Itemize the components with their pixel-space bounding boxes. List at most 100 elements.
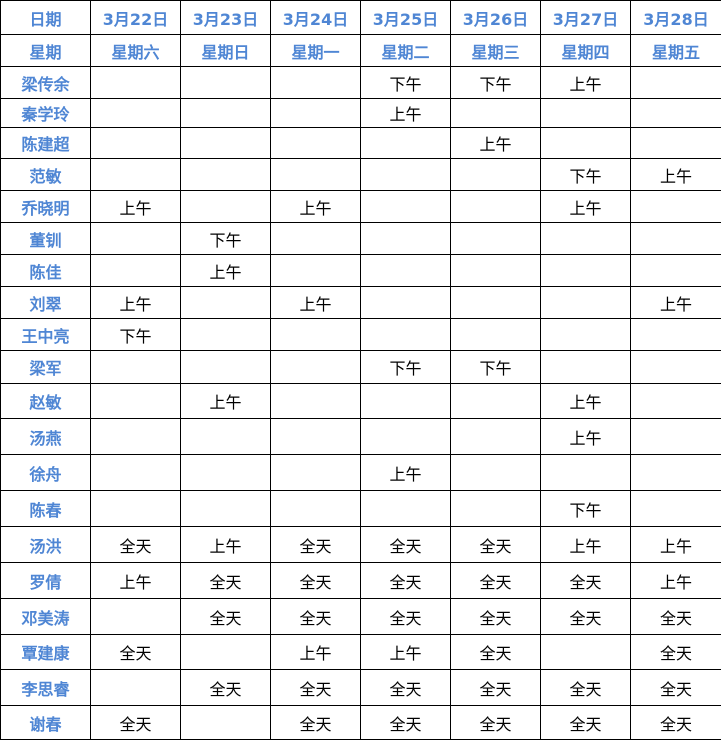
shift-cell: 上午 (181, 255, 271, 287)
shift-cell: 下午 (541, 491, 631, 527)
shift-cell (361, 419, 451, 455)
shift-cell (181, 491, 271, 527)
shift-cell (181, 67, 271, 99)
shift-cell (91, 384, 181, 419)
shift-cell (181, 319, 271, 351)
person-name: 梁军 (1, 351, 91, 384)
table-row: 陈建超上午 (1, 128, 721, 159)
shift-cell: 上午 (631, 159, 721, 191)
shift-cell: 全天 (541, 706, 631, 740)
shift-cell (361, 384, 451, 419)
shift-cell (271, 319, 361, 351)
date-header: 3月25日 (361, 1, 451, 35)
table-row: 秦学玲上午 (1, 99, 721, 128)
shift-cell (361, 159, 451, 191)
person-name: 徐舟 (1, 455, 91, 491)
shift-cell: 全天 (271, 670, 361, 706)
shift-cell: 上午 (541, 191, 631, 223)
person-name: 谢春 (1, 706, 91, 740)
weekday-label: 星期 (1, 35, 91, 67)
shift-cell (91, 128, 181, 159)
person-name: 陈佳 (1, 255, 91, 287)
shift-cell (271, 351, 361, 384)
table-row: 梁军下午下午 (1, 351, 721, 384)
weekday-header: 星期一 (271, 35, 361, 67)
shift-cell (181, 706, 271, 740)
shift-cell (271, 223, 361, 255)
shift-cell (451, 287, 541, 319)
person-name: 陈春 (1, 491, 91, 527)
shift-cell (91, 599, 181, 635)
shift-cell (91, 491, 181, 527)
date-header: 3月27日 (541, 1, 631, 35)
person-name: 汤洪 (1, 527, 91, 563)
shift-cell: 下午 (361, 67, 451, 99)
shift-cell: 全天 (631, 706, 721, 740)
shift-cell: 上午 (271, 635, 361, 670)
shift-cell (541, 287, 631, 319)
shift-cell (631, 351, 721, 384)
shift-cell: 全天 (361, 527, 451, 563)
shift-cell (451, 419, 541, 455)
shift-cell: 下午 (451, 351, 541, 384)
person-name: 邓美涛 (1, 599, 91, 635)
shift-cell: 全天 (451, 635, 541, 670)
shift-cell (271, 67, 361, 99)
person-name: 刘翠 (1, 287, 91, 319)
date-header: 3月24日 (271, 1, 361, 35)
table-row: 陈佳 上午 (1, 255, 721, 287)
table-row: 徐舟 上午 (1, 455, 721, 491)
shift-cell (91, 159, 181, 191)
person-name: 乔晓明 (1, 191, 91, 223)
shift-cell: 上午 (361, 455, 451, 491)
shift-cell (361, 255, 451, 287)
table-row: 汤洪全天上午全天全天全天上午上午 (1, 527, 721, 563)
shift-cell (631, 255, 721, 287)
table-row: 邓美涛全天全天全天全天全天全天 (1, 599, 721, 635)
weekday-header: 星期二 (361, 35, 451, 67)
shift-cell (451, 159, 541, 191)
shift-cell (271, 455, 361, 491)
date-header: 3月22日 (91, 1, 181, 35)
shift-cell (451, 455, 541, 491)
date-header: 3月23日 (181, 1, 271, 35)
person-name: 梁传余 (1, 67, 91, 99)
shift-cell: 下午 (91, 319, 181, 351)
shift-cell (181, 159, 271, 191)
shift-cell (361, 191, 451, 223)
person-name: 王中亮 (1, 319, 91, 351)
shift-cell: 全天 (91, 527, 181, 563)
shift-cell: 上午 (91, 191, 181, 223)
table-row: 汤燕上午 (1, 419, 721, 455)
shift-cell: 全天 (91, 635, 181, 670)
shift-cell (181, 128, 271, 159)
table-row: 罗倩上午全天全天全天全天全天上午 (1, 563, 721, 599)
shift-cell (631, 319, 721, 351)
shift-cell: 上午 (361, 99, 451, 128)
shift-cell: 上午 (271, 287, 361, 319)
shift-cell: 下午 (181, 223, 271, 255)
shift-cell: 全天 (271, 563, 361, 599)
shift-cell: 上午 (91, 563, 181, 599)
weekday-header: 星期五 (631, 35, 721, 67)
shift-cell (451, 491, 541, 527)
table-row: 乔晓明上午上午上午 (1, 191, 721, 223)
shift-cell (91, 455, 181, 491)
shift-cell (361, 128, 451, 159)
weekday-header: 星期日 (181, 35, 271, 67)
shift-cell (451, 223, 541, 255)
shift-cell: 上午 (91, 287, 181, 319)
person-name: 覃建康 (1, 635, 91, 670)
shift-cell: 下午 (451, 67, 541, 99)
table-row: 王中亮下午 (1, 319, 721, 351)
shift-cell (631, 384, 721, 419)
person-name: 范敏 (1, 159, 91, 191)
shift-cell: 上午 (541, 527, 631, 563)
shift-cell (181, 99, 271, 128)
shift-cell: 全天 (451, 706, 541, 740)
shift-cell: 上午 (541, 384, 631, 419)
person-name: 陈建超 (1, 128, 91, 159)
date-header: 3月26日 (451, 1, 541, 35)
shift-cell (181, 455, 271, 491)
shift-cell: 全天 (91, 706, 181, 740)
